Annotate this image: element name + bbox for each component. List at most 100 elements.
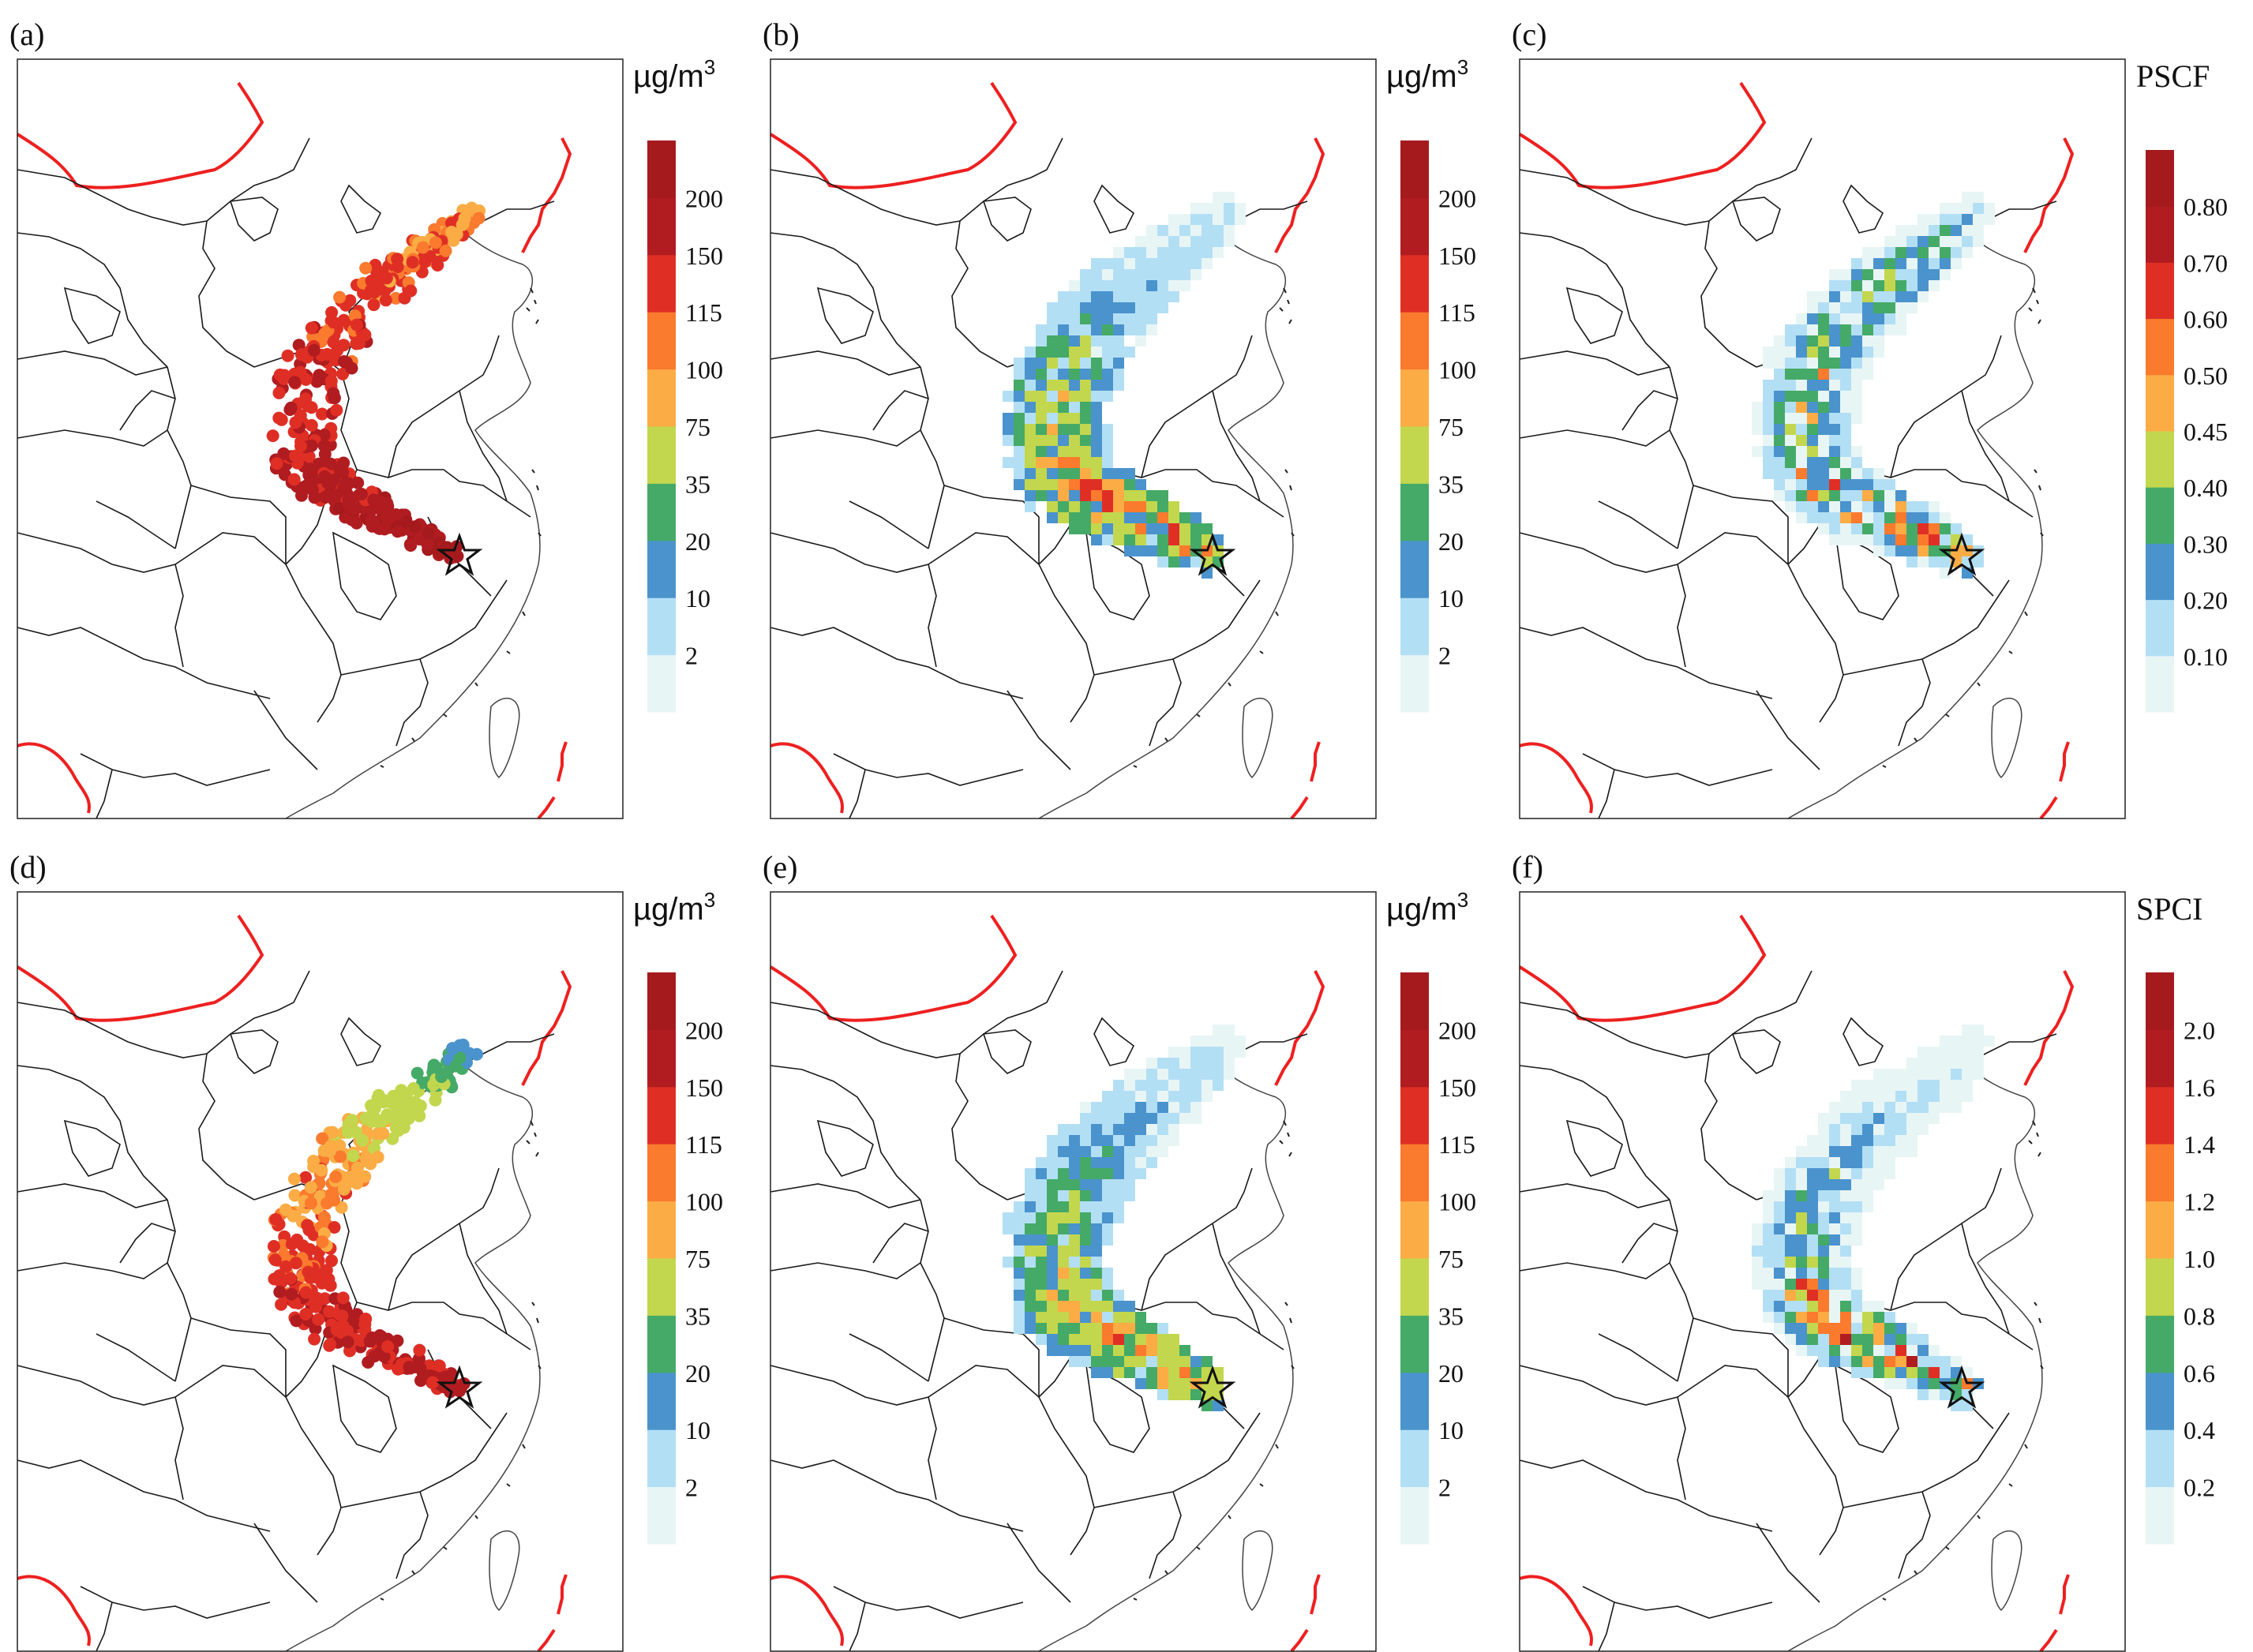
grid-cell bbox=[1102, 501, 1113, 512]
grid-cell bbox=[1818, 1268, 1829, 1279]
grid-cell bbox=[1785, 490, 1796, 501]
grid-cell bbox=[1058, 380, 1069, 391]
grid-cell bbox=[1973, 1036, 1984, 1047]
grid-cell bbox=[1190, 247, 1201, 258]
trajectory-dot bbox=[312, 1313, 325, 1326]
grid-cell bbox=[1796, 1312, 1807, 1323]
grid-cell bbox=[1179, 1356, 1190, 1367]
grid-cell bbox=[1058, 324, 1069, 335]
grid-cell bbox=[1851, 1334, 1862, 1345]
grid-cell bbox=[1862, 358, 1873, 369]
map-area bbox=[1518, 891, 2126, 1652]
grid-cell bbox=[1951, 258, 1962, 269]
grid-cell bbox=[1113, 313, 1124, 324]
colorbar-tick-label: 0.80 bbox=[2184, 193, 2228, 221]
trajectory-dot bbox=[318, 448, 332, 461]
grid-cell bbox=[1069, 1246, 1080, 1257]
grid-cell bbox=[1818, 1279, 1829, 1290]
grid-cell bbox=[1940, 247, 1951, 258]
trajectory-dot bbox=[324, 1188, 338, 1201]
grid-cell bbox=[1818, 1135, 1829, 1146]
grid-cell bbox=[1829, 358, 1840, 369]
grid-cell bbox=[1069, 512, 1080, 523]
grid-cell bbox=[1840, 1345, 1851, 1356]
grid-cell bbox=[1807, 457, 1818, 468]
grid-cell bbox=[1014, 1201, 1025, 1212]
colorbar-tick-label: 200 bbox=[685, 1016, 723, 1044]
grid-cell bbox=[1080, 335, 1091, 347]
grid-cell bbox=[1091, 280, 1102, 291]
grid-cell bbox=[1884, 1356, 1895, 1367]
grid-cell bbox=[1135, 247, 1146, 258]
grid-cell bbox=[1069, 1268, 1080, 1279]
grid-cell bbox=[1135, 1168, 1146, 1179]
grid-cell bbox=[1807, 1179, 1818, 1190]
grid-cell bbox=[1917, 1047, 1929, 1058]
grid-cell bbox=[1091, 1113, 1102, 1124]
trajectory-dot bbox=[341, 1335, 354, 1349]
grid-cell bbox=[1168, 534, 1179, 545]
grid-cell bbox=[1829, 1334, 1840, 1345]
grid-cell bbox=[1025, 347, 1036, 358]
grid-cell bbox=[1135, 1135, 1146, 1146]
grid-cell bbox=[1124, 1102, 1135, 1113]
grid-cell bbox=[1951, 1102, 1962, 1113]
grid-cell bbox=[1135, 335, 1146, 347]
grid-cell bbox=[1774, 435, 1785, 446]
grid-cell bbox=[1047, 1234, 1058, 1246]
grid-cell bbox=[1951, 1036, 1962, 1047]
grid-cell bbox=[1895, 324, 1906, 335]
colorbar-tick-label: 10 bbox=[1438, 1416, 1464, 1444]
grid-cell bbox=[1884, 1146, 1895, 1157]
grid-cell bbox=[1895, 302, 1906, 313]
grid-cell bbox=[1080, 1212, 1091, 1223]
grid-cell bbox=[1091, 490, 1102, 501]
grid-cell bbox=[1124, 1345, 1135, 1356]
grid-cell bbox=[1796, 1201, 1807, 1212]
grid-cell bbox=[1851, 534, 1862, 545]
trajectory-dot bbox=[296, 1239, 309, 1253]
grid-cell bbox=[1763, 1312, 1774, 1323]
grid-cell bbox=[1146, 1113, 1157, 1124]
grid-cell bbox=[1102, 1312, 1113, 1323]
grid-cell bbox=[1807, 402, 1818, 413]
grid-cell bbox=[1829, 391, 1840, 402]
grid-cell bbox=[1157, 545, 1168, 556]
trajectory-dot bbox=[328, 391, 341, 405]
grid-cell bbox=[1069, 324, 1080, 335]
grid-cell bbox=[1080, 369, 1091, 380]
grid-cell bbox=[1224, 1047, 1235, 1058]
grid-cell bbox=[1917, 291, 1929, 302]
grid-cell bbox=[1058, 1146, 1069, 1157]
grid-cell bbox=[1862, 324, 1873, 335]
grid-cell bbox=[1785, 1279, 1796, 1290]
trajectory-dot bbox=[313, 369, 326, 382]
grid-cell bbox=[1124, 1312, 1135, 1323]
grid-cell bbox=[1102, 313, 1113, 324]
grid-cell bbox=[1124, 479, 1135, 490]
grid-cell bbox=[1058, 1246, 1069, 1257]
colorbar-segment bbox=[2146, 1201, 2174, 1259]
grid-cell bbox=[1763, 468, 1774, 479]
colorbar-segment bbox=[2146, 1315, 2174, 1373]
trajectory-dot bbox=[321, 347, 334, 361]
grid-cell bbox=[1895, 291, 1906, 302]
grid-cell bbox=[1873, 1367, 1884, 1378]
grid-cell bbox=[1785, 1223, 1796, 1234]
trajectory-dot bbox=[323, 487, 336, 500]
grid-cell bbox=[1113, 1080, 1124, 1091]
grid-cell bbox=[1190, 1080, 1201, 1091]
grid-cell bbox=[1224, 203, 1235, 214]
grid-cell bbox=[1113, 1323, 1124, 1334]
grid-cell bbox=[1895, 1124, 1906, 1135]
grid-cell bbox=[1113, 247, 1124, 258]
grid-cell bbox=[1146, 1157, 1157, 1168]
grid-cell bbox=[1091, 1345, 1102, 1356]
grid-cell bbox=[1851, 1201, 1862, 1212]
grid-cell bbox=[1884, 1124, 1895, 1135]
grid-cell bbox=[1179, 1113, 1190, 1124]
grid-cell bbox=[1179, 1345, 1190, 1356]
grid-cell bbox=[1135, 258, 1146, 269]
grid-cell bbox=[1069, 1201, 1080, 1212]
